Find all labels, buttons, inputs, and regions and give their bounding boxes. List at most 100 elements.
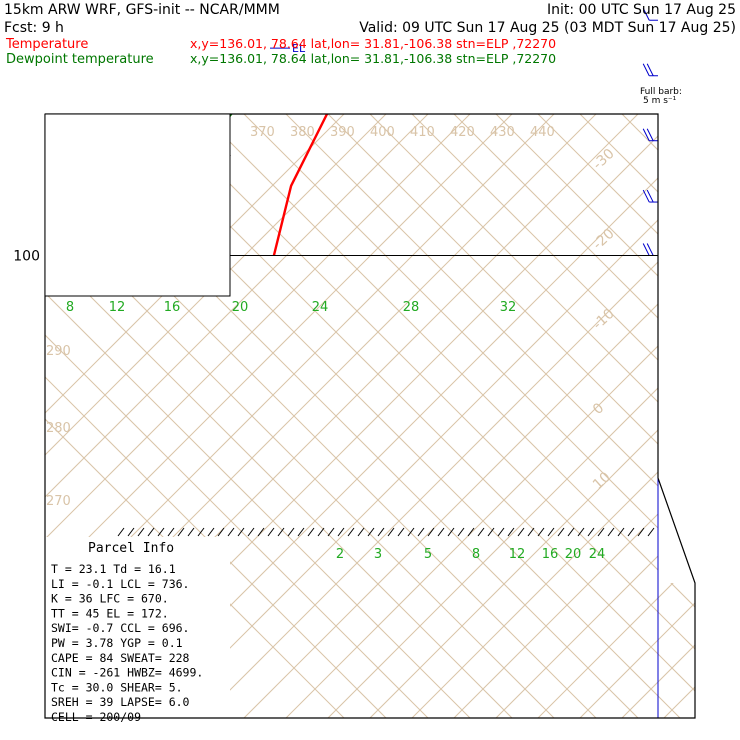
theta-label: 280 bbox=[46, 421, 71, 436]
parcel-info-row: LI = -0.1 LCL = 736. bbox=[51, 577, 189, 591]
hatch-mark bbox=[237, 527, 245, 537]
isotherm-label: -80 bbox=[282, 72, 310, 99]
wind-barb-flag bbox=[642, 189, 650, 203]
wind-legend-title: Full barb: bbox=[640, 87, 682, 97]
parcel-info-row: CIN = -261 HWBZ= 4699. bbox=[51, 666, 203, 680]
isotherm-line bbox=[621, 114, 695, 718]
hatch-mark bbox=[407, 527, 415, 537]
hatch-mark bbox=[247, 527, 255, 537]
dry-adiabat-line bbox=[453, 114, 695, 718]
theta-label: 390 bbox=[330, 125, 355, 140]
hatch-mark bbox=[427, 527, 435, 537]
isotherm-line bbox=[495, 114, 695, 718]
hatch-mark bbox=[207, 527, 215, 537]
hatch-mark bbox=[227, 527, 235, 537]
dry-adiabat-line bbox=[285, 114, 695, 718]
wind-barb-flag bbox=[642, 128, 650, 141]
hatch-mark bbox=[537, 527, 545, 537]
parcel-info-background bbox=[45, 537, 230, 718]
parcel-info-title: Parcel Info bbox=[88, 541, 174, 556]
level-marker-label: EL bbox=[292, 42, 306, 55]
dry-adiabat-line bbox=[327, 114, 695, 718]
dry-adiabat-line bbox=[243, 114, 695, 718]
hatch-mark bbox=[337, 527, 345, 537]
parcel-info-row: SREH = 39 LAPSE= 6.0 bbox=[51, 695, 190, 709]
hodograph-frame bbox=[44, 113, 231, 297]
dry-adiabat-line bbox=[201, 114, 695, 718]
moist-adiabat-label: 12 bbox=[109, 300, 126, 315]
theta-label: 420 bbox=[450, 125, 475, 140]
dry-adiabat-line bbox=[45, 114, 345, 718]
isotherm-line bbox=[327, 114, 695, 718]
parcel-info-row: CAPE = 84 SWEAT= 228 bbox=[51, 651, 190, 665]
isotherm-label: -70 bbox=[358, 72, 386, 99]
pressure-tick-label: 100 bbox=[13, 249, 40, 265]
hatch-mark bbox=[257, 527, 265, 537]
hatch-mark bbox=[307, 527, 315, 537]
hatch-mark bbox=[517, 527, 525, 537]
forecast-hour: Fcst: 9 h bbox=[4, 20, 64, 36]
wind-barb-flag bbox=[642, 8, 650, 21]
hatch-mark bbox=[577, 527, 585, 537]
parcel-info-box: Parcel Info T = 23.1 Td = 16.1LI = -0.1 L… bbox=[45, 537, 230, 724]
parcel-info-row: K = 36 LFC = 670. bbox=[51, 592, 169, 606]
mixing-ratio-label: 12 bbox=[509, 547, 526, 562]
hatch-mark bbox=[627, 527, 635, 537]
hatch-mark bbox=[177, 527, 185, 537]
temperature-location: x,y=136.01, 78.64 lat,lon= 31.81,-106.38… bbox=[190, 36, 556, 51]
theta-label: 380 bbox=[290, 125, 315, 140]
hatch-mark bbox=[277, 527, 285, 537]
hatch-mark bbox=[527, 527, 535, 537]
isotherm-line bbox=[411, 114, 695, 718]
dry-adiabat-line bbox=[495, 114, 695, 718]
parcel-info-row: Tc = 30.0 SHEAR= 5. bbox=[51, 680, 183, 694]
dry-adiabat-line bbox=[45, 114, 429, 718]
theta-label: 270 bbox=[46, 494, 71, 509]
parcel-info-row: TT = 45 EL = 172. bbox=[51, 606, 169, 620]
isotherm-label: 10 bbox=[590, 469, 614, 493]
wind-barb-flag bbox=[646, 189, 654, 203]
hatch-mark bbox=[417, 527, 425, 537]
parcel-info-row: CELL = 200/09 bbox=[51, 710, 141, 724]
moist-adiabat-label: 28 bbox=[403, 300, 420, 315]
hatch-mark bbox=[457, 527, 465, 537]
hatch-mark bbox=[507, 527, 515, 537]
parcel-info-row: T = 23.1 Td = 16.1 bbox=[51, 562, 176, 576]
moist-adiabat-label: 8 bbox=[66, 300, 74, 315]
hatch-mark bbox=[287, 527, 295, 537]
isotherm-label: -10 bbox=[590, 306, 618, 333]
hatch-mark bbox=[157, 527, 165, 537]
dry-adiabat-line bbox=[579, 114, 695, 718]
dry-adiabat-line bbox=[369, 114, 695, 718]
dry-adiabat-line bbox=[411, 114, 695, 718]
hatch-mark bbox=[357, 527, 365, 537]
hatch-mark bbox=[167, 527, 175, 537]
hatch-mark bbox=[607, 527, 615, 537]
hatch-mark bbox=[327, 527, 335, 537]
parcel-info-row: PW = 3.78 YGP = 0.1 bbox=[51, 636, 183, 650]
isotherm-label: 40 bbox=[704, 594, 728, 618]
temperature-legend: Temperature bbox=[5, 37, 88, 52]
wind-barb-flag bbox=[646, 128, 654, 141]
hatch-mark bbox=[197, 527, 205, 537]
moist-adiabat-label: 20 bbox=[232, 300, 249, 315]
hatch-mark bbox=[127, 527, 135, 537]
hatch-mark bbox=[117, 527, 125, 537]
hatch-mark bbox=[647, 527, 655, 537]
hatch-mark bbox=[297, 527, 305, 537]
dry-adiabat-line bbox=[45, 114, 387, 718]
isotherm-line bbox=[663, 114, 695, 718]
isotherm-line bbox=[706, 114, 740, 718]
wind-legend-units: 5 m s⁻¹ bbox=[643, 96, 677, 106]
chart-text: 1002003004005006007008009001000812162024… bbox=[4, 2, 736, 719]
hatch-mark bbox=[597, 527, 605, 537]
theta-label: 290 bbox=[46, 344, 71, 359]
hatch-mark bbox=[377, 527, 385, 537]
isotherm-line bbox=[453, 114, 695, 718]
isotherm-label: 30 bbox=[687, 534, 711, 558]
dry-adiabat-line bbox=[663, 114, 695, 718]
isotherm-label: -60 bbox=[435, 72, 463, 99]
hatch-mark bbox=[187, 527, 195, 537]
dry-adiabat-line bbox=[159, 114, 695, 718]
